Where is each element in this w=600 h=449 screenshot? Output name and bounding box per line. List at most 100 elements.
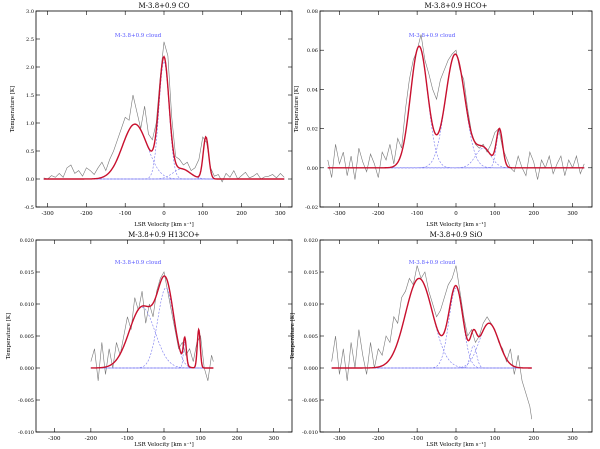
- x-tick-label: -100: [411, 436, 424, 442]
- y-axis-label: Temperature [K]: [10, 86, 16, 132]
- gaussian-component: [331, 278, 532, 369]
- observed-spectrum: [90, 271, 214, 381]
- y-tick-label: 3.0: [26, 9, 34, 15]
- x-tick-label: 200: [236, 211, 247, 217]
- x-tick-label: 200: [528, 436, 539, 442]
- x-tick-label: 0: [162, 211, 166, 217]
- y-tick-label: -0.5: [24, 205, 34, 211]
- x-tick-label: 100: [490, 211, 501, 217]
- gaussian-component: [43, 123, 285, 180]
- fit-curve: [327, 45, 585, 169]
- gaussian-components: [43, 60, 285, 180]
- cloud-annotation: M-3.8+0.9 cloud: [409, 33, 456, 39]
- x-tick-label: -100: [119, 211, 132, 217]
- observed-spectrum: [43, 41, 285, 183]
- x-tick-label: 0: [454, 211, 458, 217]
- chart-title: M-3.8+0.9 HCO+: [425, 2, 488, 10]
- y-tick-label: 0.00: [307, 166, 318, 172]
- x-tick-label: -200: [85, 436, 98, 442]
- y-tick-label: 0.020: [20, 238, 34, 244]
- gaussian-component: [90, 306, 214, 369]
- total-fit: [331, 277, 532, 369]
- y-tick-label: 0.015: [20, 270, 34, 276]
- y-tick-label: 0.000: [304, 366, 318, 372]
- x-tick-label: 0: [162, 436, 166, 442]
- observed-series: [90, 271, 214, 381]
- fit-curve: [43, 55, 285, 180]
- y-tick-label: 0.020: [304, 238, 318, 244]
- cloud-annotation: M-3.8+0.9 cloud: [115, 33, 162, 39]
- ticks: -300 -200 -100 0 100 200 300 -0.5 0.0 0.5 1.0 1.5 2.…: [24, 9, 292, 217]
- gaussian-component: [327, 45, 585, 169]
- y-tick-label: 0.04: [307, 87, 318, 93]
- observed-series: [327, 34, 585, 180]
- panel-co: M-3.8+0.9 CO M-3.8+0.9 cloud LSR Velocit…: [10, 2, 293, 228]
- x-tick-label: -300: [48, 436, 61, 442]
- y-tick-label: 1.5: [26, 93, 34, 99]
- fit-curve: [331, 277, 532, 369]
- y-tick-label: -0.005: [18, 398, 34, 404]
- ticks: -300 -200 -100 0 100 200 300 -0.010 -0.005 0.000 0…: [302, 238, 592, 442]
- x-axis-label: LSR Velocity [km s⁻¹]: [426, 441, 486, 448]
- y-tick-label: 0.010: [304, 302, 318, 308]
- x-axis-label: LSR Velocity [km s⁻¹]: [134, 221, 194, 228]
- chart-title: M-3.8+0.9 CO: [139, 2, 190, 10]
- x-tick-label: -200: [372, 436, 385, 442]
- gaussian-component: [327, 130, 585, 169]
- y-tick-label: 1.0: [26, 121, 34, 127]
- y-axis-label: Temperature [K]: [290, 313, 296, 359]
- y-tick-label: -0.010: [302, 430, 318, 436]
- x-tick-label: 300: [268, 436, 279, 442]
- cloud-annotation: M-3.8+0.9 cloud: [115, 260, 162, 266]
- gaussian-components: [331, 278, 532, 369]
- gaussian-component: [43, 60, 285, 180]
- gaussian-component: [43, 168, 285, 180]
- total-fit: [327, 45, 585, 169]
- gaussian-component: [331, 322, 532, 369]
- y-axis-label: Temperature [K]: [6, 313, 12, 359]
- gaussian-component: [327, 53, 585, 169]
- total-fit: [90, 275, 214, 369]
- gaussian-components: [327, 45, 585, 169]
- y-tick-label: 0.005: [20, 334, 34, 340]
- x-tick-label: 0: [454, 436, 458, 442]
- ticks: -300 -200 -100 0 100 200 300 -0.02 0.00 0.02 0.04 0…: [305, 9, 592, 217]
- fit-curve: [90, 275, 214, 369]
- x-tick-label: 200: [232, 436, 243, 442]
- gaussian-components: [90, 287, 214, 369]
- x-axis-label: LSR Velocity [km s⁻¹]: [134, 441, 194, 448]
- y-tick-label: 0.5: [26, 149, 34, 155]
- panel-sio: M-3.8+0.9 SiO M-3.8+0.9 cloud LSR Veloci…: [290, 231, 593, 448]
- x-tick-label: -200: [80, 211, 93, 217]
- x-tick-label: -100: [411, 211, 424, 217]
- y-tick-label: 0.000: [20, 366, 34, 372]
- x-tick-label: 300: [567, 211, 578, 217]
- y-tick-label: 0.08: [307, 9, 318, 15]
- x-tick-label: 100: [490, 436, 501, 442]
- plot-frame: [319, 10, 593, 208]
- x-tick-label: -200: [372, 211, 385, 217]
- total-fit: [43, 55, 285, 180]
- x-axis-label: LSR Velocity [km s⁻¹]: [426, 221, 486, 228]
- y-tick-label: 2.5: [26, 37, 34, 43]
- x-tick-label: 100: [195, 436, 206, 442]
- observed-series: [43, 41, 285, 183]
- cloud-annotation: M-3.8+0.9 cloud: [409, 260, 456, 266]
- ticks: -300 -200 -100 0 100 200 300 -0.010 -0.005 0.000 0…: [18, 238, 292, 442]
- y-tick-label: 2.0: [26, 65, 34, 71]
- x-tick-label: -300: [41, 211, 54, 217]
- y-tick-label: 0.005: [304, 334, 318, 340]
- panel-h13coplus: M-3.8+0.9 H13CO+ M-3.8+0.9 cloud LSR Vel…: [6, 231, 293, 448]
- y-tick-label: 0.015: [304, 270, 318, 276]
- gaussian-component: [90, 287, 214, 369]
- y-tick-label: -0.010: [18, 430, 34, 436]
- chart-title: M-3.8+0.9 H13CO+: [128, 231, 200, 239]
- observed-spectrum: [331, 265, 533, 420]
- y-tick-label: 0.06: [307, 48, 318, 54]
- y-axis-label: Temperature [K]: [294, 86, 300, 132]
- y-tick-label: -0.005: [302, 398, 318, 404]
- x-tick-label: -100: [121, 436, 134, 442]
- plot-frame: [319, 239, 593, 433]
- y-tick-label: 0.010: [20, 302, 34, 308]
